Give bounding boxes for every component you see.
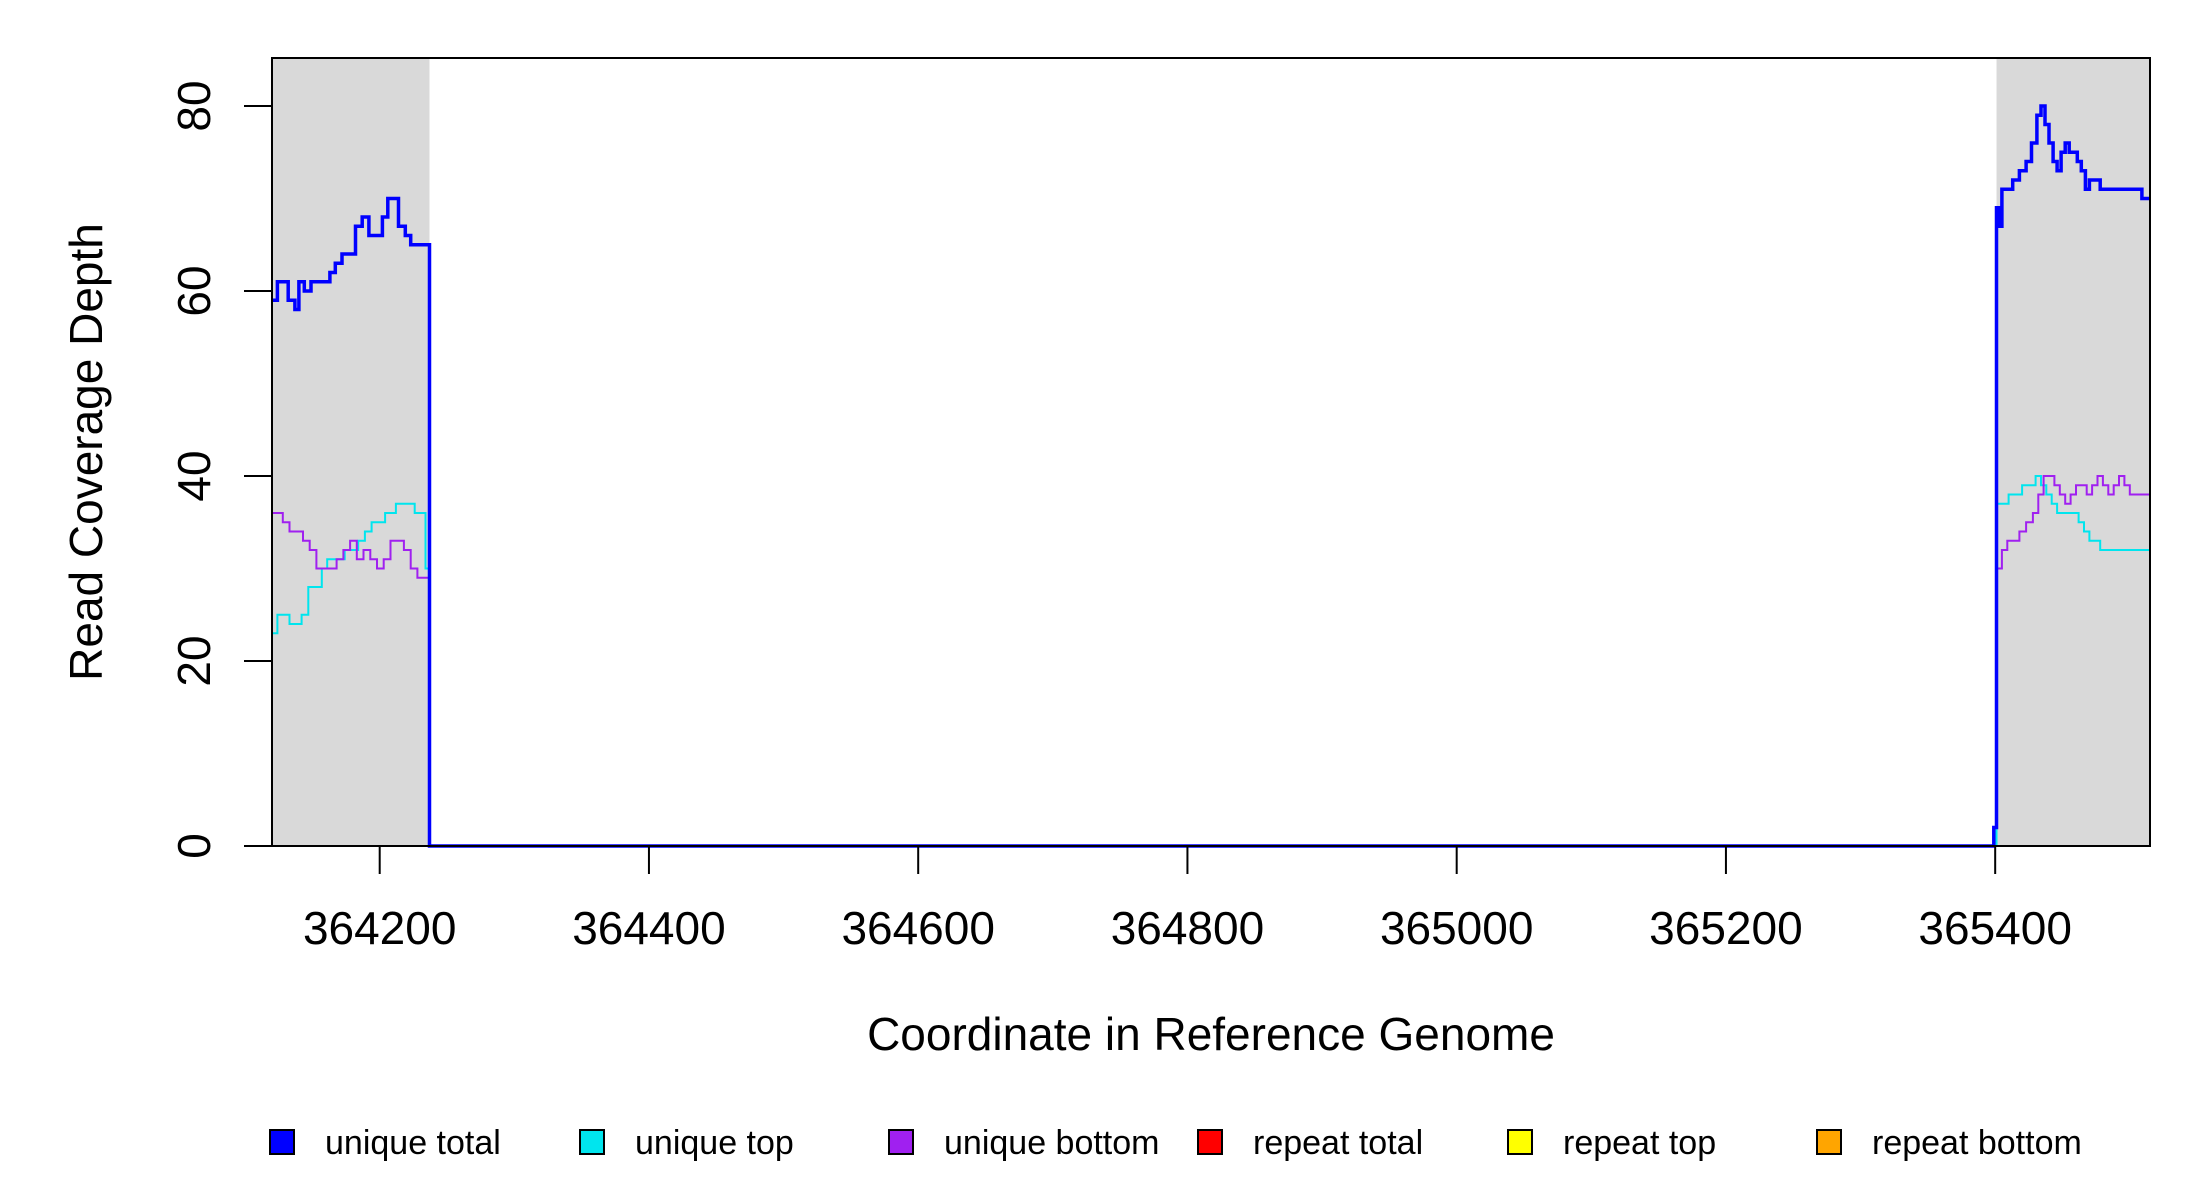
x-tick-label: 364400 — [572, 902, 726, 954]
legend-swatch — [1816, 1129, 1842, 1155]
shaded-region-1 — [272, 58, 430, 846]
series-line-unique-total — [272, 104, 2150, 848]
legend: unique total unique top unique bottom repea… — [269, 1124, 2082, 1162]
legend-label: unique total — [325, 1124, 501, 1162]
legend-swatch — [1197, 1129, 1223, 1155]
legend-swatch — [1507, 1129, 1533, 1155]
x-axis: 364200 364400 364600 364800 365000 365200 3654… — [303, 846, 2072, 954]
y-tick-label: 20 — [168, 635, 220, 686]
legend-item-unique-bottom: unique bottom — [888, 1124, 1160, 1162]
x-tick-label: 364800 — [1111, 902, 1265, 954]
x-tick-label: 365400 — [1918, 902, 2072, 954]
series-line-unique-bottom — [272, 475, 2150, 847]
x-axis-title: Coordinate in Reference Genome — [867, 1008, 1555, 1060]
x-tick-label: 365000 — [1380, 902, 1534, 954]
legend-label: unique bottom — [944, 1124, 1160, 1162]
legend-swatch — [579, 1129, 605, 1155]
y-axis: 0 20 40 60 80 — [168, 80, 272, 859]
y-tick-label: 0 — [168, 833, 220, 859]
legend-item-repeat-top: repeat top — [1507, 1124, 1716, 1162]
legend-swatch — [269, 1129, 295, 1155]
legend-label: repeat total — [1253, 1124, 1423, 1162]
series-line-unique-top — [272, 475, 2150, 847]
shaded-regions — [272, 58, 2150, 846]
legend-item-unique-total: unique total — [269, 1124, 501, 1162]
legend-item-repeat-total: repeat total — [1197, 1124, 1423, 1162]
y-tick-label: 80 — [168, 80, 220, 131]
legend-swatch — [888, 1129, 914, 1155]
legend-label: repeat top — [1563, 1124, 1716, 1162]
legend-label: repeat bottom — [1872, 1124, 2082, 1162]
y-tick-label: 40 — [168, 450, 220, 501]
legend-item-unique-top: unique top — [579, 1124, 794, 1162]
legend-label: unique top — [635, 1124, 794, 1162]
y-axis-title: Read Coverage Depth — [60, 223, 112, 681]
x-tick-label: 364200 — [303, 902, 457, 954]
plot-frame — [271, 57, 2151, 847]
series-lines — [272, 104, 2150, 848]
x-tick-label: 365200 — [1649, 902, 1803, 954]
legend-item-repeat-bottom: repeat bottom — [1816, 1124, 2082, 1162]
x-tick-label: 364600 — [841, 902, 995, 954]
y-tick-label: 60 — [168, 265, 220, 316]
